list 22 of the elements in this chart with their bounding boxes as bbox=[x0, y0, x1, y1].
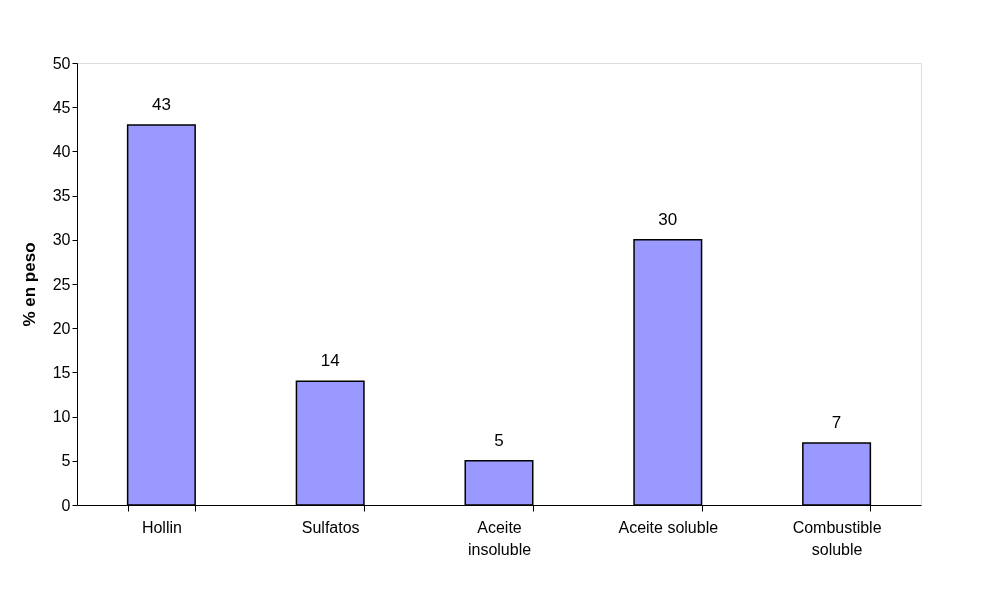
y-tick-label: 30 bbox=[52, 231, 71, 249]
y-tick-label: 35 bbox=[52, 187, 71, 205]
data-label: 5 bbox=[494, 430, 504, 450]
y-tick-label: 10 bbox=[52, 408, 71, 426]
y-tick-label: 20 bbox=[52, 319, 71, 337]
x-tick-label: Hollin bbox=[141, 518, 182, 536]
y-tick-label: 50 bbox=[52, 54, 71, 72]
y-tick-label: 15 bbox=[52, 363, 71, 381]
y-tick-label: 0 bbox=[61, 496, 71, 514]
data-label: 7 bbox=[831, 413, 842, 433]
y-tick-label: 5 bbox=[61, 452, 71, 470]
x-tick-label: Combustible soluble bbox=[792, 518, 882, 558]
data-label: 14 bbox=[320, 351, 340, 371]
data-label: 30 bbox=[658, 209, 678, 229]
y-tick-label: 40 bbox=[52, 142, 71, 160]
data-label: 43 bbox=[151, 94, 171, 114]
y-tick-label: 25 bbox=[52, 275, 71, 293]
x-tick-label: Aceite soluble bbox=[618, 518, 719, 536]
x-tick-label: Aceite insoluble bbox=[467, 518, 532, 558]
y-tick-label: 45 bbox=[52, 98, 71, 116]
x-tick-label: Sulfatos bbox=[301, 518, 360, 536]
y-axis-title: % en peso bbox=[19, 242, 39, 327]
